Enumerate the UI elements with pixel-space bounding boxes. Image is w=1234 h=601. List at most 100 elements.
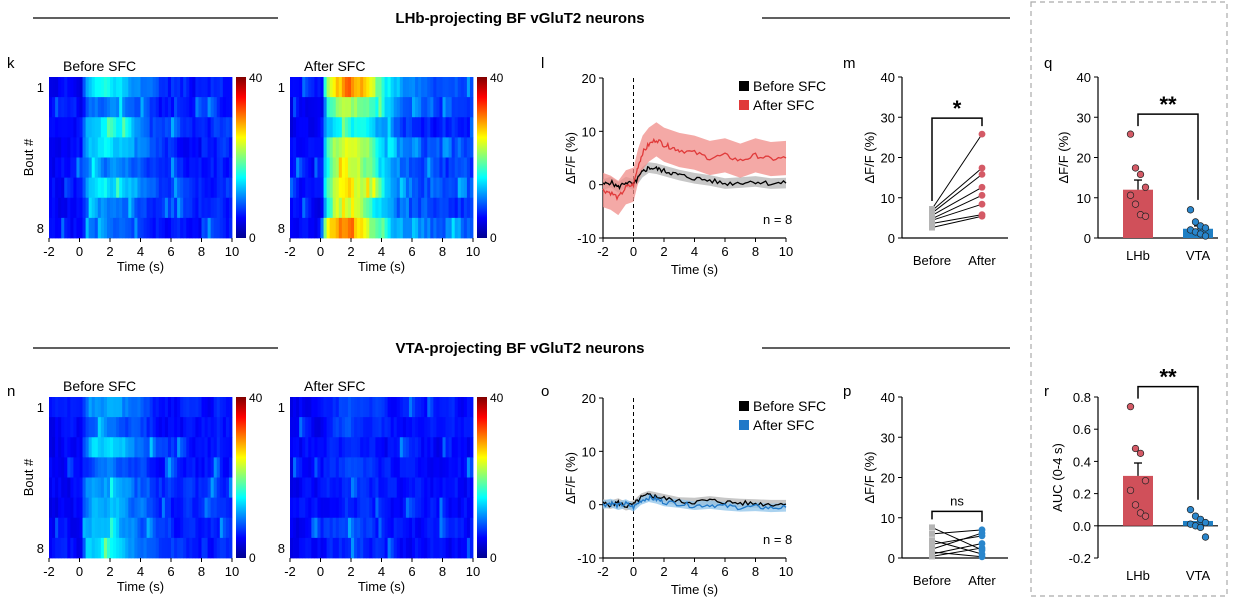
after-point <box>978 171 986 178</box>
heatmap-cell <box>94 497 99 519</box>
heatmap-cell <box>439 437 443 458</box>
heatmap-cell <box>82 117 86 138</box>
heatmap-cell <box>378 537 382 559</box>
heatmap-cell <box>210 117 215 138</box>
heatmap-cell <box>106 97 111 118</box>
heatmap-cell <box>384 397 388 418</box>
colorbar <box>236 77 246 238</box>
heatmap-cell <box>448 117 453 138</box>
heatmap-cell <box>387 137 392 158</box>
heatmap-cell <box>378 397 382 418</box>
heatmap-cell <box>469 477 474 499</box>
heatmap-cell <box>433 217 437 239</box>
heatmap-cell <box>164 177 169 199</box>
heatmap-cell <box>164 417 169 438</box>
heatmap-cell <box>460 517 465 539</box>
heatmap-cell <box>146 77 151 98</box>
heatmap-cell <box>363 77 367 98</box>
heatmap-cell <box>387 117 392 138</box>
heatmap-cell <box>52 417 56 438</box>
heatmap-cell <box>125 537 129 559</box>
heatmap-cell <box>405 417 410 438</box>
x-tick-label: 8 <box>198 564 205 579</box>
heatmap-cell <box>82 137 86 158</box>
heatmap-cell <box>219 477 224 499</box>
heatmap-cell <box>88 117 93 138</box>
heatmap-cell <box>195 477 199 499</box>
heatmap-cell <box>326 437 331 458</box>
heatmap-cell <box>366 537 370 559</box>
heatmap-cell <box>113 537 117 559</box>
heatmap-cell <box>412 517 416 539</box>
heatmap-cell <box>421 197 425 219</box>
pair-line <box>931 535 983 545</box>
heatmap-cell <box>49 397 53 418</box>
heatmap-cell <box>131 197 135 219</box>
heatmap-cell <box>305 217 309 239</box>
heatmap-cell <box>152 497 157 519</box>
heatmap-cell <box>448 457 453 478</box>
data-point <box>1201 224 1210 232</box>
heatmap-cell <box>94 97 99 118</box>
heatmap-cell <box>354 177 358 199</box>
heatmap-cell <box>49 177 53 199</box>
heatmap-title: Before SFC <box>63 378 136 394</box>
heatmap-cell <box>134 77 138 98</box>
heatmap-cell <box>219 437 224 458</box>
heatmap-cell <box>97 137 102 158</box>
heatmap-cell <box>381 197 385 219</box>
heatmap-cell <box>357 97 361 118</box>
x-tick-label: 6 <box>721 244 728 259</box>
heatmap-cell <box>210 137 215 158</box>
heatmap-cell <box>369 497 373 519</box>
heatmap-cell <box>390 177 395 199</box>
heatmap-cell <box>363 117 367 138</box>
heatmap-cell <box>326 97 331 118</box>
heatmap-cell <box>351 477 355 499</box>
heatmap-cell <box>125 77 129 98</box>
heatmap-cell <box>122 477 126 499</box>
heatmap-cell <box>354 417 358 438</box>
heatmap-cell <box>323 77 327 98</box>
heatmap-cell <box>213 97 218 118</box>
heatmap-cell <box>128 217 132 239</box>
heatmap-cell <box>88 157 93 179</box>
y-tick-label: 30 <box>881 430 895 445</box>
heatmap-cell <box>421 177 425 199</box>
heatmap-cell <box>399 477 404 499</box>
heatmap-cell <box>158 137 163 158</box>
heatmap-cell <box>201 397 205 418</box>
heatmap-cell <box>466 537 471 559</box>
heatmap-cell <box>189 517 193 539</box>
heatmap-cell <box>463 137 468 158</box>
heatmap-cell <box>305 537 309 559</box>
heatmap-cell <box>430 217 434 239</box>
heatmap-cell <box>399 97 404 118</box>
heatmap-cell <box>302 77 306 98</box>
x-axis-label: Time (s) <box>358 579 405 594</box>
heatmap-cell <box>430 517 434 539</box>
heatmap-cell <box>351 157 355 179</box>
heatmap-cell <box>384 417 388 438</box>
heatmap-cell <box>58 177 62 199</box>
heatmap-cell <box>305 97 309 118</box>
heatmap-cell <box>360 397 364 418</box>
heatmap-cell <box>393 77 398 98</box>
heatmap-cell <box>82 397 86 418</box>
heatmap-cell <box>189 537 193 559</box>
heatmap-cell <box>299 97 303 118</box>
heatmap-cell <box>427 197 431 219</box>
heatmap-cell <box>338 497 343 519</box>
heatmap-cell <box>433 197 437 219</box>
heatmap-cell <box>167 497 172 519</box>
y-tick-label: 20 <box>582 391 596 406</box>
heatmap-cell <box>213 157 218 179</box>
heatmap-cell <box>222 117 227 138</box>
heatmap-cell <box>140 417 144 438</box>
heatmap-cell <box>207 517 212 539</box>
heatmap-title: After SFC <box>304 378 365 394</box>
heatmap-cell <box>225 397 230 418</box>
heatmap-cell <box>390 477 395 499</box>
heatmap-cell <box>110 177 114 199</box>
heatmap-cell <box>366 477 370 499</box>
